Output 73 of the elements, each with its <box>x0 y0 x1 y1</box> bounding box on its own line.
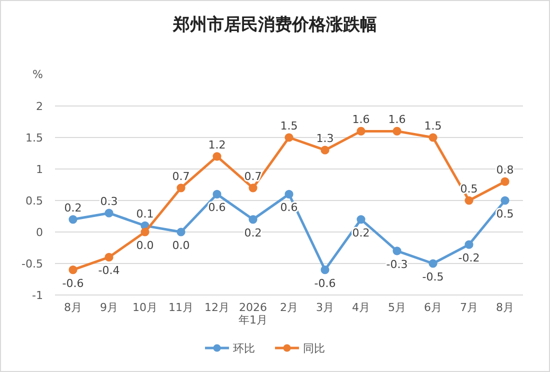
data-label: 0.0 <box>172 239 190 252</box>
point <box>428 133 438 142</box>
legend-label: 环比 <box>233 342 255 355</box>
data-label: 1.5 <box>280 120 298 132</box>
x-tick-label: 10月 <box>132 301 158 314</box>
y-axis-title: % <box>32 68 43 81</box>
x-tick-label: 7月 <box>460 301 478 314</box>
point <box>212 190 222 198</box>
data-label: -0.6 <box>314 276 336 290</box>
point <box>500 177 510 186</box>
point <box>248 184 258 192</box>
data-label: 0.7 <box>244 170 262 183</box>
point <box>392 126 402 136</box>
data-label: 1.6 <box>352 113 370 126</box>
point <box>284 190 294 198</box>
x-tick-label: 9月 <box>100 301 118 314</box>
point <box>320 146 330 154</box>
x-tick-label: 2月 <box>280 301 298 314</box>
x-tick-label: 6月 <box>424 301 442 314</box>
point <box>356 215 366 224</box>
point <box>392 246 402 256</box>
point <box>104 208 114 218</box>
point <box>176 184 186 192</box>
point <box>284 133 294 142</box>
y-tick-label: 0.5 <box>26 194 43 208</box>
data-label: 1.5 <box>424 120 442 132</box>
point <box>140 228 150 236</box>
x-tick-label: 8月 <box>64 301 82 314</box>
data-label: -0.4 <box>98 264 120 278</box>
data-label: 0.3 <box>100 195 118 208</box>
data-label: 0.7 <box>172 170 190 183</box>
data-label: 1.6 <box>388 113 406 126</box>
x-tick-label: 12月 <box>204 301 230 314</box>
x-tick-label: 4月 <box>352 301 370 314</box>
point <box>464 196 474 205</box>
point <box>104 252 114 262</box>
x-tick-label: 2026 年1月 <box>238 301 268 327</box>
point <box>500 196 510 205</box>
chart-title: 郑州市居民消费价格涨跌幅 <box>172 15 377 34</box>
y-tick-label: 2 <box>36 100 43 113</box>
legend-label: 同比 <box>303 342 325 355</box>
data-label: 0.2 <box>64 201 82 214</box>
data-label: 0.2 <box>352 226 370 240</box>
point <box>68 266 78 274</box>
y-tick-label: 1 <box>36 163 43 176</box>
point <box>212 152 222 161</box>
y-tick-label: -0.5 <box>22 258 43 270</box>
data-label: 0.1 <box>136 208 154 221</box>
data-label: -0.2 <box>458 252 480 265</box>
point <box>248 215 258 224</box>
x-tick-label: 5月 <box>388 301 406 314</box>
data-label: 0.2 <box>244 226 262 240</box>
data-label: 0.5 <box>496 208 514 220</box>
x-tick-label: 3月 <box>316 301 334 314</box>
y-tick-label: 1.5 <box>26 132 43 144</box>
point <box>464 240 474 249</box>
data-label: 1.3 <box>316 132 334 146</box>
y-tick-label: -1 <box>32 289 43 302</box>
point <box>68 215 78 224</box>
point <box>428 259 438 268</box>
y-tick-label: 0 <box>36 226 43 239</box>
data-label: -0.5 <box>422 270 444 284</box>
point <box>176 228 186 236</box>
x-tick-label: 8月 <box>496 301 514 314</box>
data-label: -0.3 <box>386 258 408 271</box>
x-tick-label: 11月 <box>168 301 194 314</box>
data-label: 0.8 <box>496 164 514 177</box>
data-label: 1.2 <box>208 138 226 152</box>
data-label: 0.0 <box>136 239 154 252</box>
point <box>356 126 366 136</box>
data-label: -0.6 <box>62 276 84 290</box>
point <box>320 266 330 274</box>
data-label: 0.6 <box>208 201 226 214</box>
